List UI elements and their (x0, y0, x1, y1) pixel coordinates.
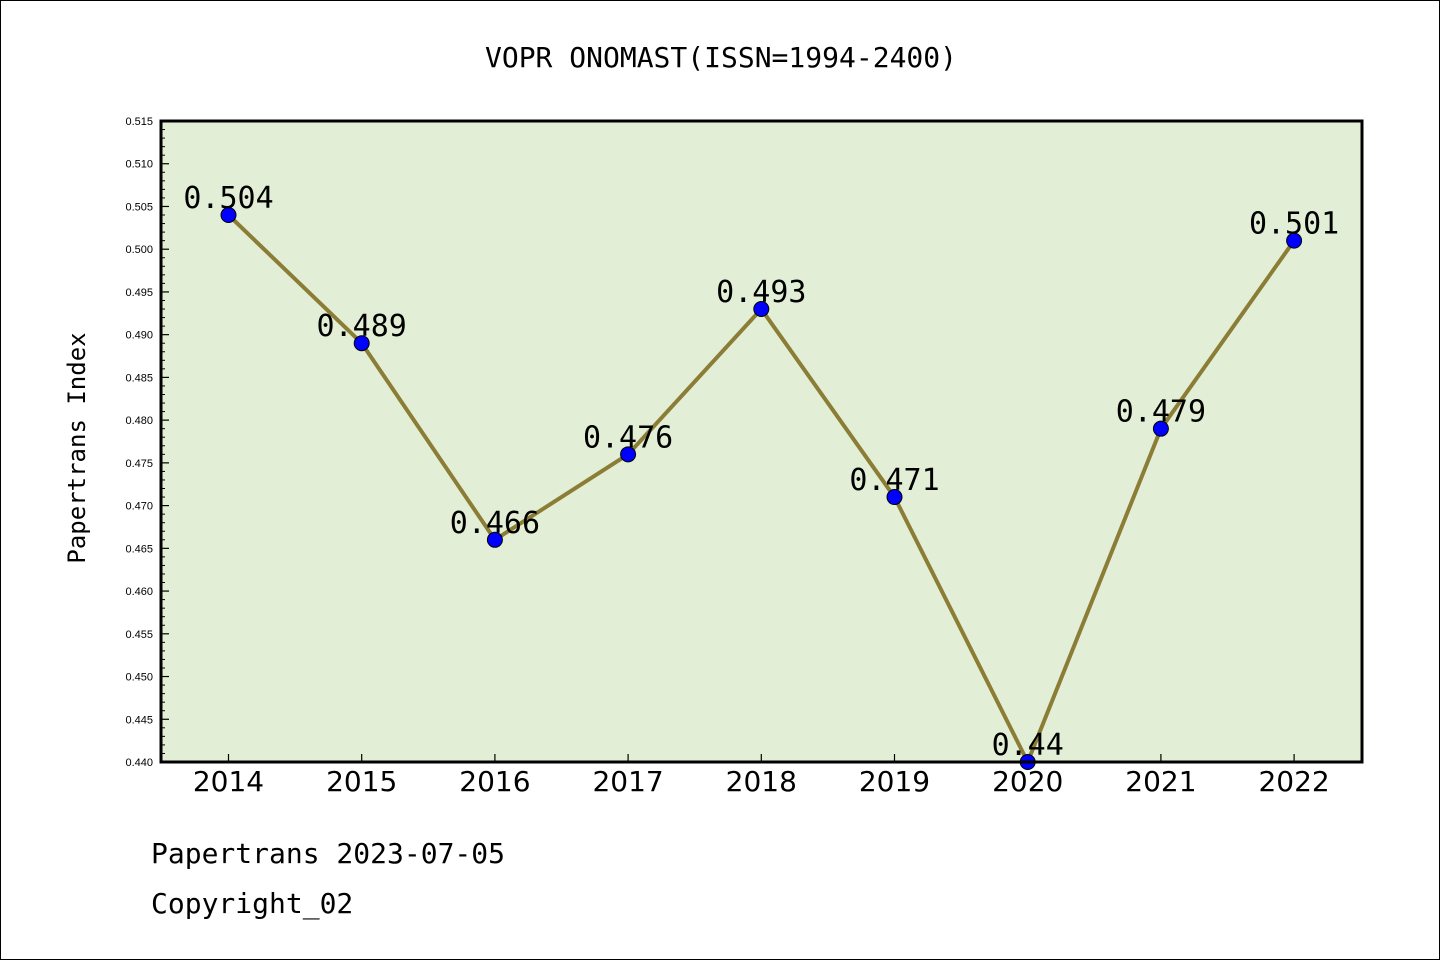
y-tick-label: 0.455 (125, 629, 153, 641)
y-tick-label: 0.470 (125, 501, 153, 513)
data-label: 0.501 (1249, 207, 1339, 242)
data-label: 0.476 (583, 420, 673, 455)
y-tick-label: 0.505 (125, 201, 153, 213)
x-tick-label: 2019 (859, 765, 930, 798)
data-point (1286, 232, 1303, 249)
x-tick-label: 2022 (1258, 765, 1329, 798)
y-axis-label: Papertrans Index (63, 332, 91, 563)
y-tick-label: 0.465 (125, 543, 153, 555)
x-tick-label: 2016 (459, 765, 530, 798)
footer-copyright: Copyright_02 (151, 887, 354, 920)
data-label: 0.479 (1116, 395, 1206, 430)
data-point (486, 531, 503, 548)
data-points (220, 207, 1303, 770)
y-tick-label: 0.515 (125, 116, 153, 128)
x-tick-label: 2015 (326, 765, 397, 798)
y-tick-label: 0.510 (125, 159, 153, 171)
data-label: 0.493 (716, 275, 806, 310)
y-tick-label: 0.495 (125, 287, 153, 299)
plot-area (161, 121, 1362, 762)
data-point (220, 207, 237, 224)
x-tick-label: 2020 (992, 765, 1063, 798)
x-tick-label: 2018 (726, 765, 797, 798)
y-tick-label: 0.490 (125, 330, 153, 342)
data-point (753, 301, 770, 318)
data-point (353, 335, 370, 352)
data-point (886, 489, 903, 506)
chart-title: VOPR ONOMAST(ISSN=1994-2400) (485, 41, 957, 74)
data-point (1152, 420, 1169, 437)
y-tick-label: 0.445 (125, 714, 153, 726)
data-label: 0.44 (992, 728, 1064, 763)
data-label: 0.504 (183, 181, 273, 216)
x-tick-label: 2014 (193, 765, 264, 798)
x-tick-label: 2017 (592, 765, 663, 798)
y-tick-label: 0.450 (125, 672, 153, 684)
y-tick-label: 0.480 (125, 415, 153, 427)
x-axis-ticks: 2014 2015 2016 2017 2018 2019 2020 2021 2022 (193, 754, 1330, 798)
y-tick-label: 0.475 (125, 458, 153, 470)
data-labels: 0.504 0.489 0.466 0.476 0.493 0.471 0.44 0.479 0… (183, 181, 1339, 763)
data-label: 0.489 (317, 309, 407, 344)
y-tick-label: 0.460 (125, 586, 153, 598)
data-point (620, 446, 637, 463)
plot-frame (159, 119, 1364, 764)
y-tick-label: 0.485 (125, 372, 153, 384)
y-tick-label: 0.440 (125, 757, 153, 769)
data-label: 0.466 (450, 506, 540, 541)
footer-date: Papertrans 2023-07-05 (151, 837, 506, 870)
x-tick-label: 2021 (1125, 765, 1196, 798)
data-label: 0.471 (849, 463, 939, 498)
y-tick-label: 0.500 (125, 244, 153, 256)
